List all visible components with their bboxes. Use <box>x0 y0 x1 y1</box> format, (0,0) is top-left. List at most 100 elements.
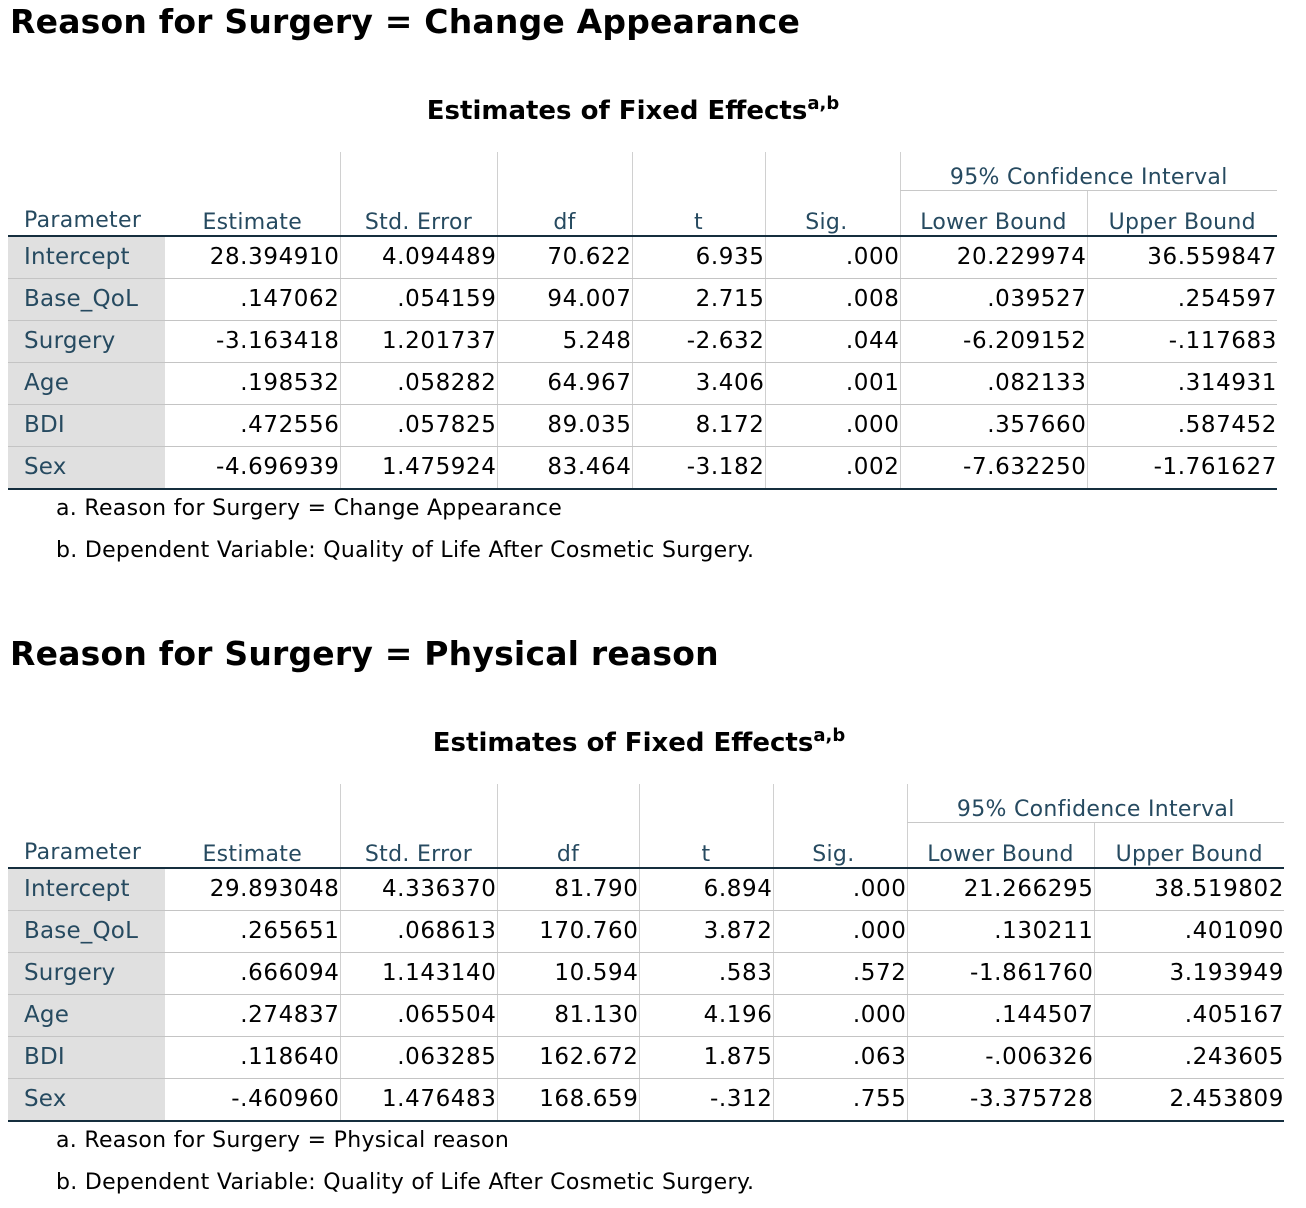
table-caption: Estimates of Fixed Effectsa,b <box>0 93 1266 126</box>
cell-std-error: 1.476483 <box>339 1078 497 1122</box>
cell-std-error: .057825 <box>339 404 497 447</box>
column-header-estimate: Estimate <box>165 190 340 237</box>
row-label: Sex <box>8 446 165 490</box>
cell-std-error: 4.094489 <box>339 235 497 279</box>
cell-std-error: .065504 <box>339 994 497 1037</box>
table-row: BDI .472556.057825 89.035 8.172.000.357660.… <box>8 404 1278 447</box>
cell-estimate: .147062 <box>165 278 340 321</box>
cell-upper: 3.193949 <box>1093 952 1285 995</box>
row-label: Base_QoL <box>8 278 165 321</box>
cell-df: 89.035 <box>496 404 632 447</box>
cell-df: 10.594 <box>496 952 639 995</box>
cell-df: 5.248 <box>496 320 632 363</box>
cell-df: 168.659 <box>496 1078 639 1122</box>
cell-sig: .000 <box>764 404 900 447</box>
cell-upper: 38.519802 <box>1093 867 1285 911</box>
column-header-sig: Sig. <box>772 822 907 869</box>
cell-sig: .063 <box>772 1036 907 1079</box>
cell-lower: 20.229974 <box>899 235 1087 279</box>
footnote-a: a. Reason for Surgery = Change Appearanc… <box>56 496 563 521</box>
cell-lower: 21.266295 <box>906 867 1094 911</box>
table-footnotes: a. Reason for Surgery = Change Appearanc… <box>56 488 754 572</box>
section-heading: Reason for Surgery = Physical reason <box>10 634 719 673</box>
row-label: Surgery <box>8 952 165 995</box>
table-row: BDI .118640.063285 162.672 1.875.063 -.00632… <box>8 1036 1285 1079</box>
caption-text: Estimates of Fixed Effects <box>426 96 808 126</box>
column-header-parameter: Parameter <box>8 822 165 869</box>
row-label: Age <box>8 362 165 405</box>
cell-sig: .000 <box>772 910 907 953</box>
row-label: Base_QoL <box>8 910 165 953</box>
row-label: Intercept <box>8 235 165 279</box>
header-spacer <box>8 152 165 191</box>
table-row: Intercept 28.394910 4.094489 70.622 6.935.00… <box>8 235 1278 279</box>
cell-t: 1.875 <box>638 1036 773 1079</box>
cell-sig: .044 <box>764 320 900 363</box>
cell-estimate: 28.394910 <box>165 235 340 279</box>
cell-upper: .401090 <box>1093 910 1285 953</box>
row-label: Surgery <box>8 320 165 363</box>
cell-sig: .000 <box>772 994 907 1037</box>
cell-std-error: 1.143140 <box>339 952 497 995</box>
cell-std-error: .068613 <box>339 910 497 953</box>
cell-upper: .314931 <box>1086 362 1278 405</box>
header-spacer <box>165 152 340 191</box>
caption-text: Estimates of Fixed Effects <box>432 728 814 758</box>
cell-upper: .243605 <box>1093 1036 1285 1079</box>
header-spacer <box>631 152 765 191</box>
row-label: BDI <box>8 404 165 447</box>
column-header-std-error: Std. Error <box>339 822 497 869</box>
header-spacer <box>496 784 639 823</box>
cell-estimate: 29.893048 <box>165 867 340 911</box>
cell-df: 170.760 <box>496 910 639 953</box>
row-label: Intercept <box>8 867 165 911</box>
column-header-df: df <box>496 822 639 869</box>
column-header-std-error: Std. Error <box>339 190 497 237</box>
cell-df: 70.622 <box>496 235 632 279</box>
cell-lower: .144507 <box>906 994 1094 1037</box>
cell-t: 3.406 <box>631 362 765 405</box>
cell-estimate: .472556 <box>165 404 340 447</box>
fixed-effects-table: 95% Confidence Interval Parameter Estima… <box>8 152 1278 490</box>
section-heading: Reason for Surgery = Change Appearance <box>10 2 801 41</box>
column-header-upper-bound: Upper Bound <box>1093 822 1285 869</box>
cell-std-error: 1.475924 <box>339 446 497 490</box>
cell-std-error: 1.201737 <box>339 320 497 363</box>
cell-lower: -1.861760 <box>906 952 1094 995</box>
cell-estimate: .265651 <box>165 910 340 953</box>
footnote-b: b. Dependent Variable: Quality of Life A… <box>56 538 755 563</box>
cell-estimate: -3.163418 <box>165 320 340 363</box>
cell-std-error: 4.336370 <box>339 867 497 911</box>
table-row: Sex -4.696939 1.475924 83.464 -3.182.002 -7.6… <box>8 446 1278 490</box>
column-header-t: t <box>638 822 773 869</box>
cell-lower: .082133 <box>899 362 1087 405</box>
cell-upper: 36.559847 <box>1086 235 1278 279</box>
cell-upper: .405167 <box>1093 994 1285 1037</box>
cell-estimate: .198532 <box>165 362 340 405</box>
footnote-a: a. Reason for Surgery = Physical reason <box>56 1128 510 1153</box>
cell-estimate: .666094 <box>165 952 340 995</box>
column-header-t: t <box>631 190 765 237</box>
table-row: Intercept 29.893048 4.336370 81.790 6.894.00… <box>8 867 1285 911</box>
cell-upper: -.117683 <box>1086 320 1278 363</box>
table-row: Age .274837.065504 81.130 4.196.000.144507.… <box>8 994 1285 1037</box>
cell-sig: .000 <box>764 235 900 279</box>
header-spacer <box>339 784 497 823</box>
cell-t: .583 <box>638 952 773 995</box>
table-row: Base_QoL .265651.068613 170.760 3.872.000.1… <box>8 910 1285 953</box>
cell-sig: .000 <box>772 867 907 911</box>
column-header-lower-bound: Lower Bound <box>899 190 1087 237</box>
confidence-interval-header: 95% Confidence Interval <box>899 152 1278 191</box>
cell-lower: -.006326 <box>906 1036 1094 1079</box>
row-label: BDI <box>8 1036 165 1079</box>
cell-t: 8.172 <box>631 404 765 447</box>
header-spacer <box>165 784 340 823</box>
fixed-effects-table: 95% Confidence Interval Parameter Estima… <box>8 784 1285 1122</box>
cell-lower: .357660 <box>899 404 1087 447</box>
table-row: Sex -.460960 1.476483 168.659 -.312.755 -3.37… <box>8 1078 1285 1122</box>
table-footnotes: a. Reason for Surgery = Physical reason … <box>56 1120 754 1204</box>
cell-t: 3.872 <box>638 910 773 953</box>
cell-estimate: .274837 <box>165 994 340 1037</box>
column-header-parameter: Parameter <box>8 190 165 237</box>
column-header-lower-bound: Lower Bound <box>906 822 1094 869</box>
